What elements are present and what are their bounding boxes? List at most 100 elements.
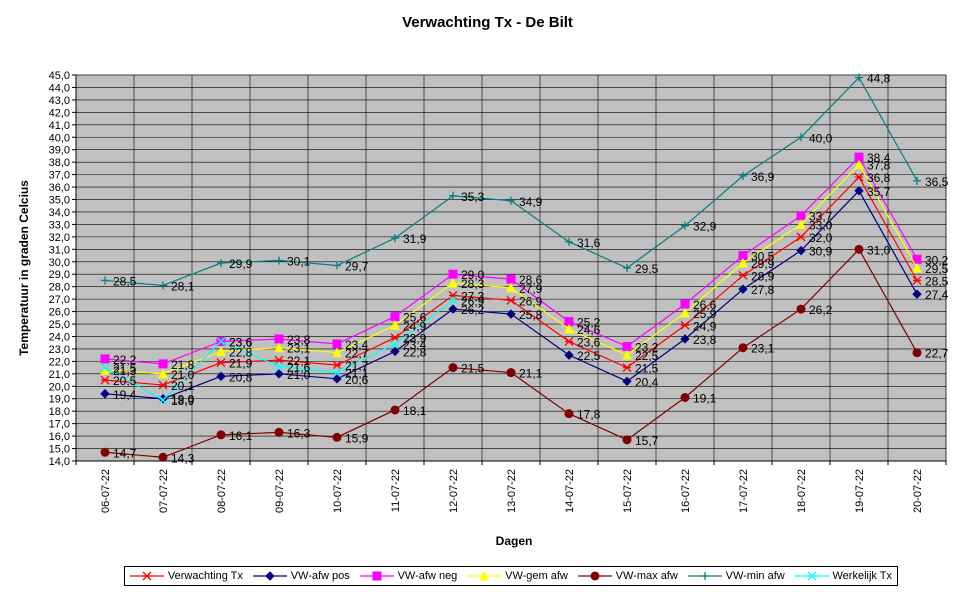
- data-label-verwachting-tx: 32,0: [809, 231, 833, 245]
- data-label-vw-gem-afw: 27,9: [519, 282, 543, 296]
- data-point-vw-gem-afw: [854, 159, 864, 170]
- data-label-vw-afw-neg: 30,2: [925, 253, 949, 267]
- data-label-vw-afw-pos: 26,2: [461, 303, 485, 317]
- data-label-verwachting-tx: 21,7: [345, 359, 369, 373]
- data-label-vw-afw-pos: 35,7: [867, 185, 891, 199]
- data-label-vw-max-afw: 16,3: [287, 426, 311, 440]
- data-label-vw-gem-afw: 33,0: [809, 218, 833, 232]
- data-point-vw-afw-pos: [390, 346, 400, 357]
- y-tick-label: 44,0: [49, 82, 70, 94]
- data-label-vw-min-afw: 31,9: [403, 232, 427, 246]
- data-label-vw-max-afw: 22,7: [925, 347, 949, 361]
- data-point-werkelijk-tx: [158, 395, 168, 405]
- data-label-vw-max-afw: 21,5: [461, 362, 485, 376]
- y-tick-label: 14,0: [49, 456, 70, 468]
- legend: Verwachting Tx VW-afw pos VW-afw neg VW-gem…: [124, 566, 898, 586]
- data-point-vw-afw-neg: [390, 312, 400, 322]
- data-label-vw-afw-neg: 33,7: [809, 210, 833, 224]
- data-point-vw-max-afw: [332, 432, 342, 442]
- data-label-verwachting-tx: 22,1: [287, 354, 311, 368]
- y-tick-label: 15,0: [49, 444, 70, 456]
- legend-swatch-vw-min-afw: [687, 572, 722, 580]
- series-werkelijk-tx: [100, 295, 458, 405]
- y-tick-label: 42,0: [49, 107, 70, 119]
- data-point-werkelijk-tx: [100, 363, 110, 373]
- data-labels: 20,5 20,121,9 22,1 21,723,927,3 26,923,621,5…: [113, 71, 949, 465]
- x-tick-label: 13-07-22: [506, 469, 518, 513]
- data-label-vw-max-afw: 17,8: [577, 408, 601, 422]
- data-label-vw-min-afw: 40,0: [809, 131, 833, 145]
- data-point-vw-afw-neg: [680, 299, 690, 309]
- legend-item-verwachting-tx: Verwachting Tx: [129, 570, 243, 582]
- y-tick-label: 26,0: [49, 307, 70, 319]
- data-point-vw-gem-afw: [506, 282, 516, 293]
- data-label-verwachting-tx: 24,9: [693, 319, 717, 333]
- data-label-vw-afw-pos: 27,4: [925, 288, 949, 302]
- legend-marker: [372, 571, 382, 581]
- x-axis-title: Dagen: [496, 534, 533, 548]
- data-point-vw-min-afw: [275, 256, 283, 265]
- legend-swatch-vw-max-afw: [577, 571, 612, 581]
- data-label-werkelijk-tx: 21,5: [113, 362, 137, 376]
- data-label-vw-max-afw: 14,3: [171, 451, 195, 465]
- y-tick-label: 43,0: [49, 95, 70, 107]
- x-tick-label: 19-07-22: [854, 469, 866, 513]
- data-label-verwachting-tx: 27,3: [461, 289, 485, 303]
- data-label-vw-gem-afw: 24,9: [403, 319, 427, 333]
- data-label-verwachting-tx: 23,9: [403, 332, 427, 346]
- data-point-vw-gem-afw: [274, 342, 284, 353]
- data-point-vw-min-afw: [217, 259, 225, 268]
- data-label-vw-afw-neg: 22,2: [113, 353, 137, 367]
- data-label-vw-min-afw: 29,9: [229, 257, 253, 271]
- series-vw-min-afw: [101, 73, 921, 290]
- data-label-vw-afw-pos: 27,8: [751, 283, 775, 297]
- data-label-vw-max-afw: 19,1: [693, 391, 717, 405]
- data-label-vw-min-afw: 31,6: [577, 236, 601, 250]
- data-label-vw-max-afw: 31,0: [867, 243, 891, 257]
- data-point-vw-min-afw: [333, 261, 341, 270]
- data-point-vw-afw-pos: [274, 369, 284, 379]
- data-point-werkelijk-tx: [216, 337, 226, 346]
- x-tick-label: 18-07-22: [796, 469, 808, 513]
- data-point-vw-min-afw: [913, 176, 921, 185]
- legend-swatch-werkelijk-tx: [794, 571, 829, 581]
- data-label-vw-min-afw: 34,9: [519, 195, 543, 209]
- y-tick-label: 31,0: [49, 244, 70, 256]
- data-point-vw-min-afw: [101, 276, 109, 285]
- data-point-vw-gem-afw: [390, 320, 400, 330]
- data-point-vw-afw-pos: [912, 289, 922, 299]
- axes: 14,015,016,017,018,019,020,021,022,023,0…: [49, 70, 947, 513]
- data-point-vw-max-afw: [680, 392, 690, 402]
- data-point-vw-gem-afw: [912, 262, 922, 273]
- data-point-vw-max-afw: [448, 363, 458, 373]
- y-tick-label: 20,0: [49, 381, 70, 393]
- data-point-vw-max-afw: [738, 343, 748, 353]
- data-label-vw-gem-afw: 21,0: [171, 368, 195, 382]
- data-label-vw-gem-afw: 22,7: [345, 347, 369, 361]
- data-label-werkelijk-tx: 23,4: [403, 338, 427, 352]
- y-tick-label: 35,0: [49, 195, 70, 207]
- data-label-vw-max-afw: 21,1: [519, 367, 543, 381]
- data-label-vw-gem-afw: 25,9: [693, 307, 717, 321]
- data-label-vw-afw-neg: 21,8: [171, 358, 195, 372]
- data-point-vw-afw-neg: [332, 339, 342, 349]
- data-point-vw-gem-afw: [680, 307, 690, 318]
- data-point-werkelijk-tx: [274, 361, 284, 371]
- data-label-vw-afw-neg: 23,2: [635, 340, 659, 354]
- series-vw-max-afw: [100, 244, 922, 462]
- y-tick-label: 32,0: [49, 232, 70, 244]
- legend-marker: [264, 571, 275, 581]
- data-point-vw-max-afw: [506, 368, 516, 378]
- y-tick-label: 29,0: [49, 269, 70, 281]
- data-label-vw-gem-afw: 22,5: [635, 349, 659, 363]
- data-point-vw-max-afw: [622, 435, 632, 445]
- data-label-vw-afw-neg: 25,6: [403, 311, 427, 325]
- data-label-vw-gem-afw: 29,9: [751, 257, 775, 271]
- data-label-vw-max-afw: 16,1: [229, 429, 253, 443]
- data-point-vw-max-afw: [390, 405, 400, 415]
- legend-label: VW-afw pos: [290, 570, 350, 582]
- data-label-vw-max-afw: 23,1: [751, 342, 775, 356]
- data-label-verwachting-tx: 28,9: [751, 269, 775, 283]
- x-tick-label: 07-07-22: [158, 469, 170, 513]
- data-label-vw-gem-afw: 37,8: [867, 159, 891, 173]
